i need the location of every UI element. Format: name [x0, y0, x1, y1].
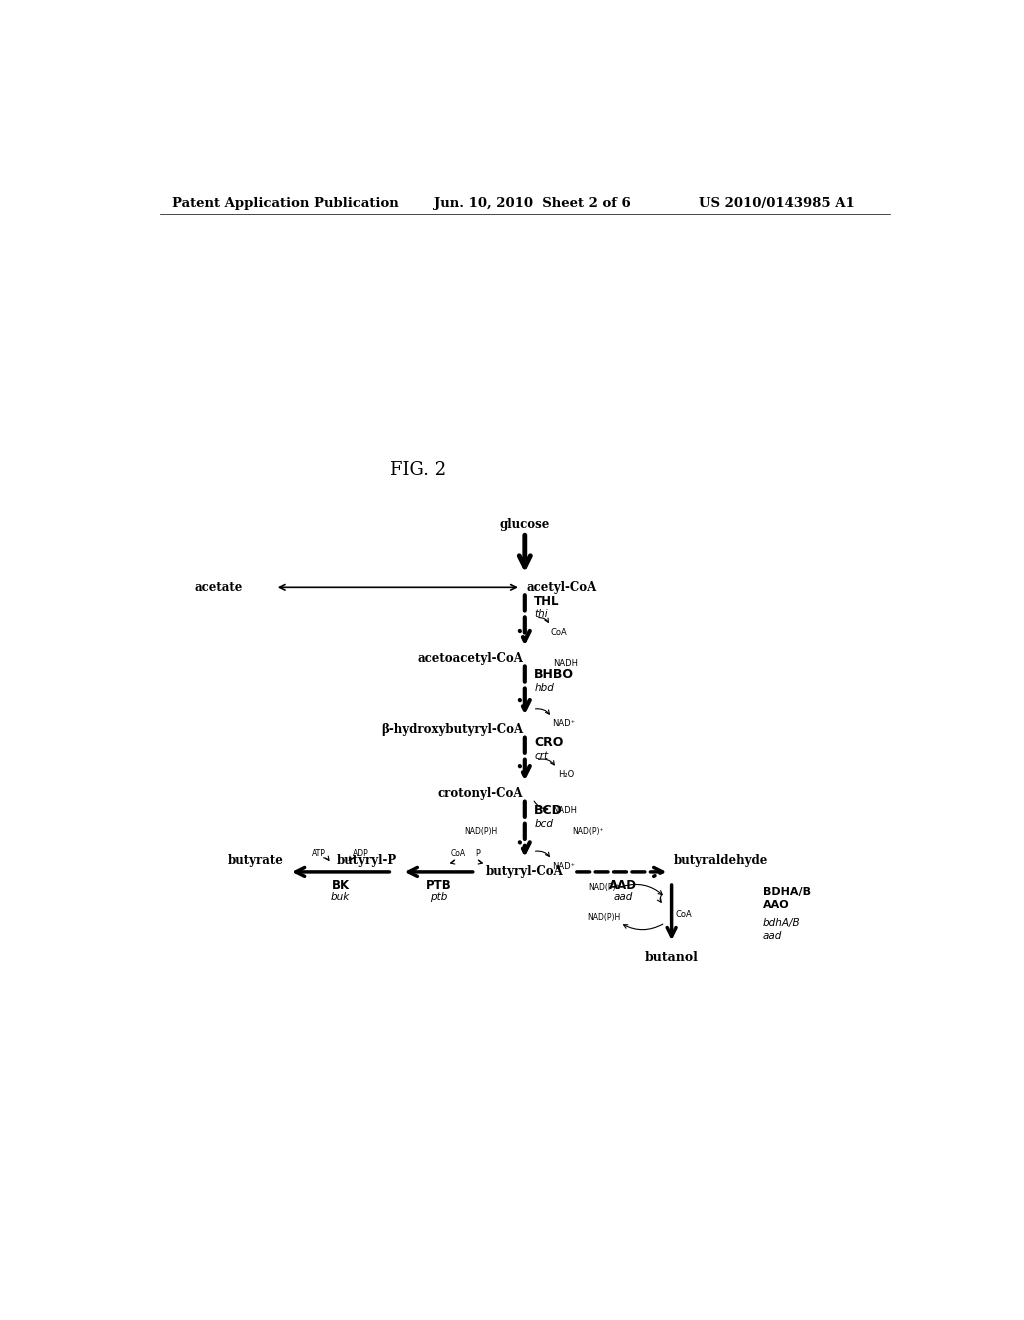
Text: acetate: acetate [195, 581, 243, 594]
Text: PTB: PTB [426, 879, 452, 891]
Text: acetoacetyl-CoA: acetoacetyl-CoA [418, 652, 523, 665]
Text: CoA: CoA [676, 909, 692, 919]
Text: BHBO: BHBO [535, 668, 574, 681]
Text: NAD⁺: NAD⁺ [553, 862, 575, 871]
Text: bdhA/B: bdhA/B [763, 917, 801, 928]
Text: CoA: CoA [451, 849, 466, 858]
Text: BDHA/B: BDHA/B [763, 887, 811, 898]
Text: H₂O: H₂O [558, 771, 574, 779]
Text: CoA: CoA [551, 628, 567, 638]
Text: AAD: AAD [609, 879, 637, 891]
Text: crt: crt [535, 751, 549, 762]
Text: butyryl-CoA: butyryl-CoA [486, 866, 563, 878]
Text: Pᴵ: Pᴵ [475, 849, 481, 858]
Text: bcd: bcd [535, 820, 553, 829]
Text: NAD(P)⁺: NAD(P)⁺ [589, 883, 621, 891]
Text: β-hydroxybutyryl-CoA: β-hydroxybutyryl-CoA [381, 723, 523, 737]
Text: FIG. 2: FIG. 2 [390, 461, 446, 479]
Text: aad: aad [613, 892, 633, 903]
Text: CRO: CRO [535, 737, 563, 750]
Text: THL: THL [535, 595, 560, 609]
Text: NAD⁺: NAD⁺ [553, 719, 575, 729]
Text: thi: thi [535, 609, 548, 619]
Text: NADH: NADH [553, 659, 579, 668]
Text: butanol: butanol [645, 952, 698, 964]
Text: BCD: BCD [535, 804, 563, 817]
Text: buk: buk [331, 892, 350, 903]
Text: NAD(P)⁺: NAD(P)⁺ [572, 826, 604, 836]
Text: hbd: hbd [535, 682, 554, 693]
Text: BK: BK [332, 879, 350, 891]
Text: US 2010/0143985 A1: US 2010/0143985 A1 [699, 197, 855, 210]
Text: ADP: ADP [352, 849, 369, 858]
Text: NAD(P)H: NAD(P)H [465, 826, 498, 836]
Text: aad: aad [763, 931, 782, 941]
Text: crotonyl-CoA: crotonyl-CoA [437, 787, 523, 800]
Text: butyryl-P: butyryl-P [337, 854, 397, 867]
Text: NAD(P)H: NAD(P)H [587, 913, 621, 923]
Text: butyrate: butyrate [227, 854, 284, 867]
Text: Jun. 10, 2010  Sheet 2 of 6: Jun. 10, 2010 Sheet 2 of 6 [433, 197, 631, 210]
Text: butyraldehyde: butyraldehyde [674, 854, 768, 867]
Text: glucose: glucose [500, 517, 550, 531]
Text: ATP: ATP [311, 849, 326, 858]
Text: acetyl-CoA: acetyl-CoA [526, 581, 597, 594]
Text: ptb: ptb [430, 892, 447, 903]
Text: AAO: AAO [763, 900, 790, 911]
Text: Patent Application Publication: Patent Application Publication [172, 197, 398, 210]
Text: NADH: NADH [553, 805, 578, 814]
